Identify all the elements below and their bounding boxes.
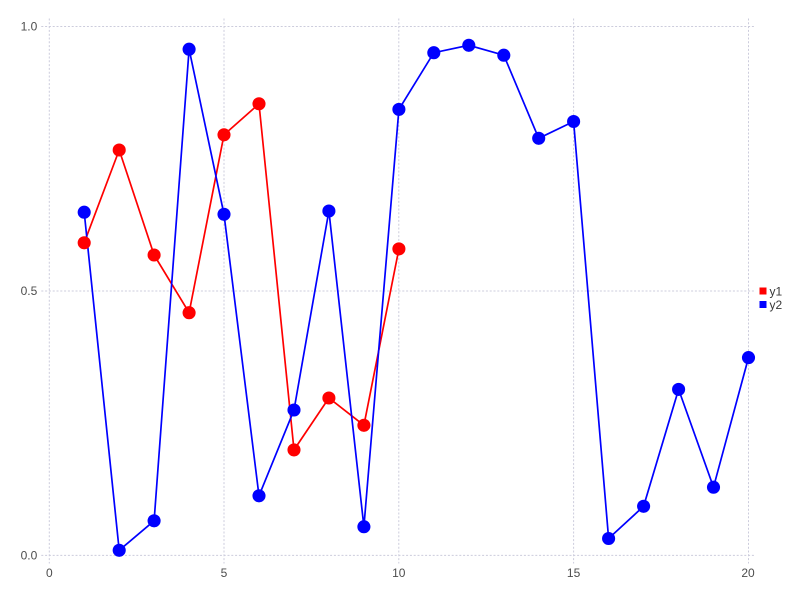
svg-text:y2: y2 (770, 298, 783, 312)
svg-text:0: 0 (46, 566, 53, 580)
svg-text:10: 10 (392, 566, 406, 580)
svg-text:0.5: 0.5 (21, 284, 38, 298)
svg-text:5: 5 (221, 566, 228, 580)
svg-text:15: 15 (567, 566, 581, 580)
svg-text:1.0: 1.0 (21, 20, 38, 34)
svg-text:0.0: 0.0 (21, 548, 38, 562)
svg-text:y1: y1 (770, 284, 783, 298)
svg-text:20: 20 (741, 566, 755, 580)
